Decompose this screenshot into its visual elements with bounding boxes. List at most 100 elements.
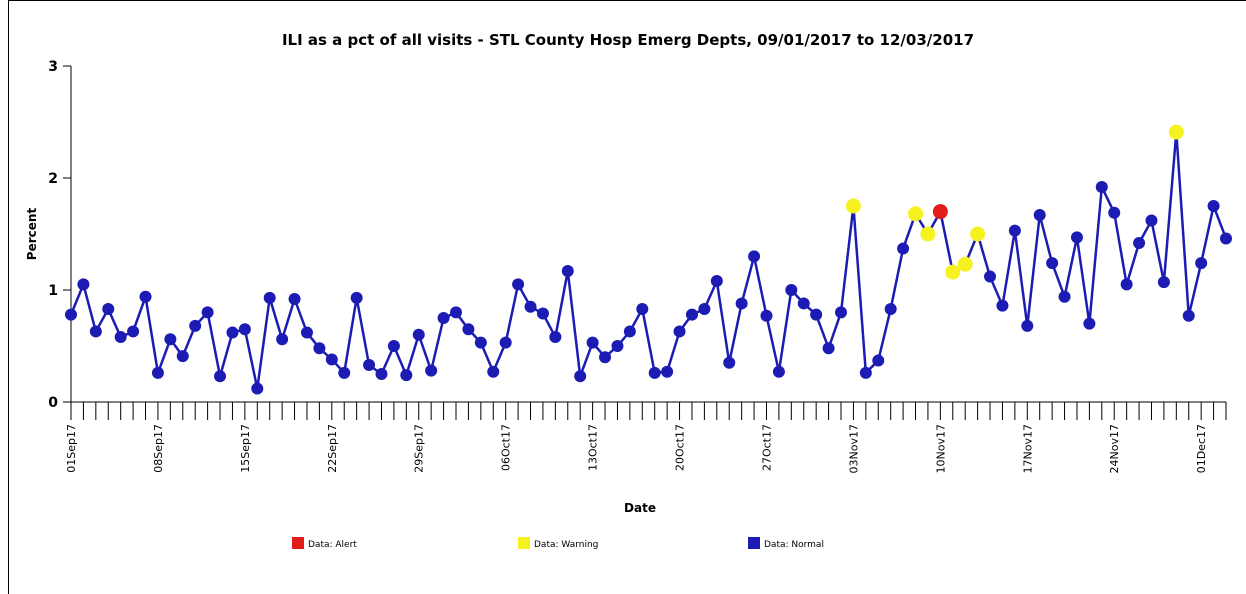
data-point-normal[interactable] [648,366,661,379]
data-point-normal[interactable] [797,297,810,310]
data-point-normal[interactable] [450,306,462,319]
data-point-normal[interactable] [176,350,189,363]
data-point-normal[interactable] [810,308,823,321]
data-point-normal[interactable] [1145,214,1158,227]
data-point-normal[interactable] [1195,257,1208,270]
data-point-normal[interactable] [984,270,997,283]
legend-swatch-normal [748,537,760,549]
y-tick-label: 3 [48,59,58,75]
data-point-normal[interactable] [859,366,872,379]
data-point-normal[interactable] [263,291,276,304]
data-point-normal[interactable] [201,306,214,319]
data-point-normal[interactable] [1182,309,1195,322]
data-point-normal[interactable] [884,303,897,316]
data-point-normal[interactable] [412,328,425,341]
data-point-normal[interactable] [1133,236,1146,249]
data-point-normal[interactable] [512,278,525,291]
data-point-warning[interactable] [957,256,973,272]
data-point-normal[interactable] [151,366,164,379]
data-point-normal[interactable] [1220,232,1232,245]
data-point-normal[interactable] [872,354,885,367]
data-point-normal[interactable] [586,336,599,349]
data-point-normal[interactable] [1058,290,1071,303]
data-point-normal[interactable] [723,356,736,369]
data-point-normal[interactable] [623,325,636,338]
data-point-normal[interactable] [65,308,77,321]
data-point-normal[interactable] [499,336,512,349]
data-point-normal[interactable] [698,303,711,316]
data-point-normal[interactable] [710,275,723,288]
data-point-normal[interactable] [350,291,363,304]
data-point-warning[interactable] [1168,124,1184,140]
data-point-normal[interactable] [673,325,686,338]
data-point-normal[interactable] [338,366,351,379]
data-point-normal[interactable] [1046,257,1059,270]
data-point-normal[interactable] [549,331,562,344]
data-point-normal[interactable] [164,333,177,346]
data-point-warning[interactable] [945,264,961,280]
series-line [69,130,1228,390]
data-point-normal[interactable] [238,323,251,336]
data-point-normal[interactable] [1157,276,1170,289]
data-point-normal[interactable] [462,323,475,336]
data-point-normal[interactable] [599,351,612,364]
data-point-normal[interactable] [1021,319,1034,332]
data-point-normal[interactable] [276,333,289,346]
data-point-normal[interactable] [363,359,376,372]
data-point-normal[interactable] [325,353,338,366]
data-point-normal[interactable] [400,369,413,382]
data-point-normal[interactable] [1120,278,1133,291]
data-point-normal[interactable] [1083,317,1096,330]
data-point-normal[interactable] [561,264,574,277]
data-point-normal[interactable] [785,284,798,296]
data-point-normal[interactable] [102,303,115,316]
data-point-normal[interactable] [685,308,698,321]
data-point-normal[interactable] [375,368,388,380]
data-point-normal[interactable] [1070,231,1083,244]
data-point-normal[interactable] [735,297,748,310]
data-point-alert[interactable] [932,204,948,220]
data-point-normal[interactable] [1108,206,1121,219]
data-point-normal[interactable] [996,299,1009,312]
data-point-normal[interactable] [611,340,624,352]
data-point-normal[interactable] [226,326,239,339]
data-point-normal[interactable] [300,326,313,339]
data-point-normal[interactable] [214,370,227,383]
data-point-normal[interactable] [748,250,761,263]
data-point-normal[interactable] [474,336,487,349]
data-point-normal[interactable] [536,307,549,320]
data-point-normal[interactable] [77,278,90,291]
data-point-normal[interactable] [251,382,264,395]
data-point-normal[interactable] [760,309,773,322]
data-point-normal[interactable] [1008,224,1021,237]
data-point-normal[interactable] [139,290,152,303]
data-point-normal[interactable] [189,319,202,332]
y-tick-label: 0 [48,395,58,411]
data-point-normal[interactable] [89,325,102,338]
data-point-warning[interactable] [920,226,936,242]
data-point-warning[interactable] [845,198,861,214]
legend-label-alert: Data: Alert [308,540,357,550]
data-point-normal[interactable] [772,365,785,378]
data-point-normal[interactable] [288,292,301,305]
data-point-normal[interactable] [1033,208,1046,221]
data-point-normal[interactable] [313,342,326,355]
data-point-normal[interactable] [524,300,537,313]
data-point-warning[interactable] [970,226,986,242]
data-point-normal[interactable] [114,331,127,344]
data-point-normal[interactable] [1095,180,1108,193]
data-point-normal[interactable] [487,365,500,378]
data-point-normal[interactable] [835,306,847,319]
data-point-warning[interactable] [908,206,924,222]
data-point-normal[interactable] [661,365,674,378]
data-point-normal[interactable] [636,303,649,316]
data-point-normal[interactable] [897,242,910,255]
data-point-normal[interactable] [1207,200,1220,212]
x-ticks [70,402,1227,420]
data-point-normal[interactable] [822,342,835,355]
data-point-normal[interactable] [425,364,438,377]
data-point-normal[interactable] [437,312,450,324]
data-point-normal[interactable] [574,370,587,383]
data-point-normal[interactable] [387,340,400,352]
data-point-normal[interactable] [127,325,140,338]
